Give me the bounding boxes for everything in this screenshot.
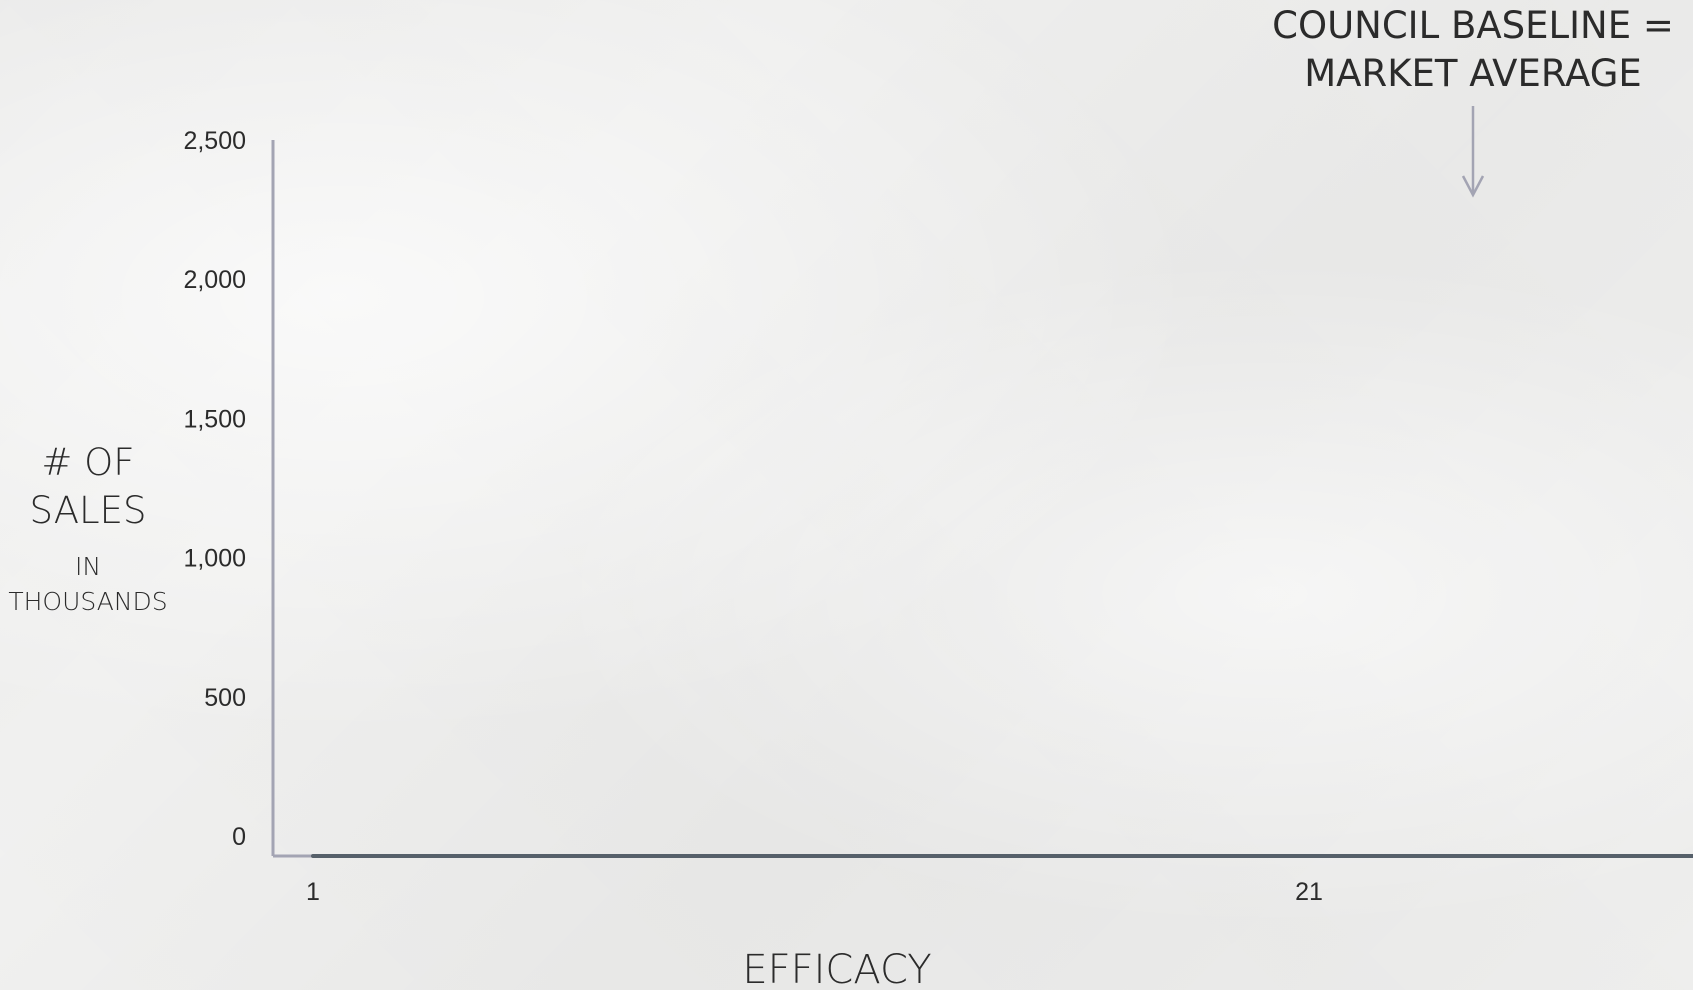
x-tick-label: 1 (306, 878, 320, 906)
x-axis-title: EFFICACY (742, 947, 931, 990)
annotation-line-1: COUNCIL BASELINE = (1272, 4, 1674, 47)
y-axis-title: # OF SALES (30, 441, 147, 532)
annotation-line-2: MARKET AVERAGE (1304, 52, 1642, 95)
x-tick-label: 21 (1295, 878, 1323, 906)
x-tick-labels: 121416181 (306, 878, 1323, 906)
y-tick-label: 2,000 (183, 266, 246, 294)
y-tick-label: 1,500 (183, 405, 246, 433)
annotation-arrow-head (1461, 175, 1485, 198)
series-line (311, 853, 1693, 859)
y-tick-label: 2,500 (183, 127, 246, 155)
y-tick-label: 1,000 (183, 545, 246, 573)
y-tick-label: 0 (232, 823, 246, 851)
y-axis-unit: IN THOUSANDS (8, 552, 167, 616)
y-tick-labels: 0 500 1,000 1,500 2,000 2,500 (183, 127, 246, 851)
y-tick-label: 500 (204, 684, 246, 712)
